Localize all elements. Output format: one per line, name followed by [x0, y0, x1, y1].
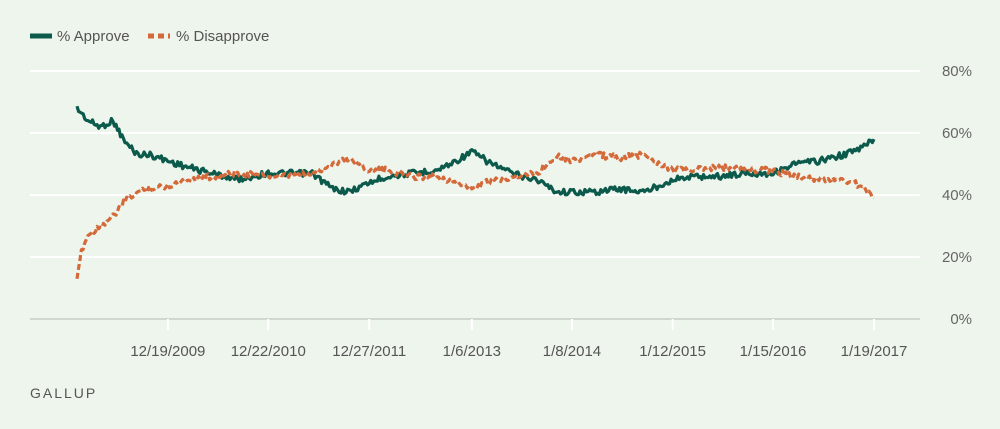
approve-point [471, 150, 473, 152]
disapprove-point [593, 154, 595, 156]
disapprove-point [311, 172, 313, 174]
disapprove-point [510, 175, 512, 177]
disapprove-point [859, 185, 861, 187]
approve-point [873, 138, 875, 140]
approve-point [859, 147, 861, 149]
x-tick-label: 1/6/2013 [443, 343, 501, 360]
disapprove-point [368, 169, 370, 171]
gallup-footer: GALLUP [30, 385, 97, 401]
approve-point [112, 119, 114, 121]
disapprove-point [149, 188, 151, 190]
legend-disapprove-label: % Disapprove [176, 28, 269, 45]
legend-approve-label: % Approve [57, 28, 130, 45]
disapprove-point [286, 175, 288, 177]
x-tick-label: 12/19/2009 [130, 343, 205, 360]
disapprove-point [137, 191, 139, 193]
disapprove-point [793, 175, 795, 177]
x-tick-label: 1/12/2015 [639, 343, 706, 360]
approve-point [167, 160, 169, 162]
disapprove-point [743, 169, 745, 171]
disapprove-point [411, 175, 413, 177]
approve-point [455, 160, 457, 162]
approve-point [485, 160, 487, 162]
disapprove-point [211, 175, 213, 177]
disapprove-point [186, 178, 188, 180]
disapprove-point [267, 175, 269, 177]
y-tick-label: 0% [950, 311, 972, 328]
disapprove-point [536, 172, 538, 174]
y-tick-label: 60% [942, 125, 972, 142]
approve-point [137, 154, 139, 156]
approve-point [793, 163, 795, 165]
approve-point [386, 175, 388, 177]
approve-point [87, 119, 89, 121]
approve-point [149, 154, 151, 156]
approve-point [536, 178, 538, 180]
disapprove-point [80, 250, 82, 252]
legend: % Approve % Disapprove [30, 28, 269, 45]
disapprove-point [471, 188, 473, 190]
approve-point [267, 172, 269, 174]
x-tick-label: 1/19/2017 [841, 343, 908, 360]
disapprove-point [671, 169, 673, 171]
disapprove-point [331, 163, 333, 165]
approve-point [99, 126, 101, 128]
approve-point [124, 141, 126, 143]
approve-point [818, 160, 820, 162]
approve-point [211, 172, 213, 174]
disapprove-point [693, 169, 695, 171]
disapprove-point [237, 172, 239, 174]
approve-point [718, 175, 720, 177]
approve-point [76, 107, 78, 109]
approve-line [75, 105, 876, 197]
approve-point [618, 188, 620, 190]
disapprove-point [485, 181, 487, 183]
disapprove-point [571, 160, 573, 162]
approve-point [843, 154, 845, 156]
approve-point [693, 175, 695, 177]
disapprove-point [873, 197, 875, 199]
disapprove-point [112, 216, 114, 218]
disapprove-point [818, 178, 820, 180]
disapprove-point [556, 154, 558, 156]
approve-point [331, 188, 333, 190]
disapprove-point [99, 225, 101, 227]
disapprove-point [124, 200, 126, 202]
approve-point [237, 178, 239, 180]
disapprove-point [718, 166, 720, 168]
disapprove-point [167, 185, 169, 187]
x-tick-label: 12/22/2010 [231, 343, 306, 360]
approve-point [348, 191, 350, 193]
approve-point [743, 172, 745, 174]
approve-point [186, 166, 188, 168]
disapprove-point [455, 181, 457, 183]
disapprove-point [76, 281, 78, 283]
y-tick-label: 20% [942, 249, 972, 266]
approve-point [368, 181, 370, 183]
disapprove-point [348, 157, 350, 159]
disapprove-point [643, 154, 645, 156]
approve-point [510, 172, 512, 174]
approve-point [571, 191, 573, 193]
x-tick-label: 1/8/2014 [543, 343, 601, 360]
disapprove-point [87, 234, 89, 236]
disapprove-point [772, 169, 774, 171]
approve-point [671, 178, 673, 180]
disapprove-line [75, 150, 875, 280]
disapprove-point [386, 169, 388, 171]
approve-point [436, 169, 438, 171]
y-tick-label: 80% [942, 63, 972, 80]
approve-point [593, 191, 595, 193]
x-tick-label: 12/27/2011 [332, 343, 406, 360]
approve-point [556, 191, 558, 193]
approve-point [643, 191, 645, 193]
disapprove-point [436, 175, 438, 177]
disapprove-point [843, 178, 845, 180]
disapprove-point [618, 157, 620, 159]
y-tick-label: 40% [942, 187, 972, 204]
x-tick-label: 1/15/2016 [740, 343, 807, 360]
